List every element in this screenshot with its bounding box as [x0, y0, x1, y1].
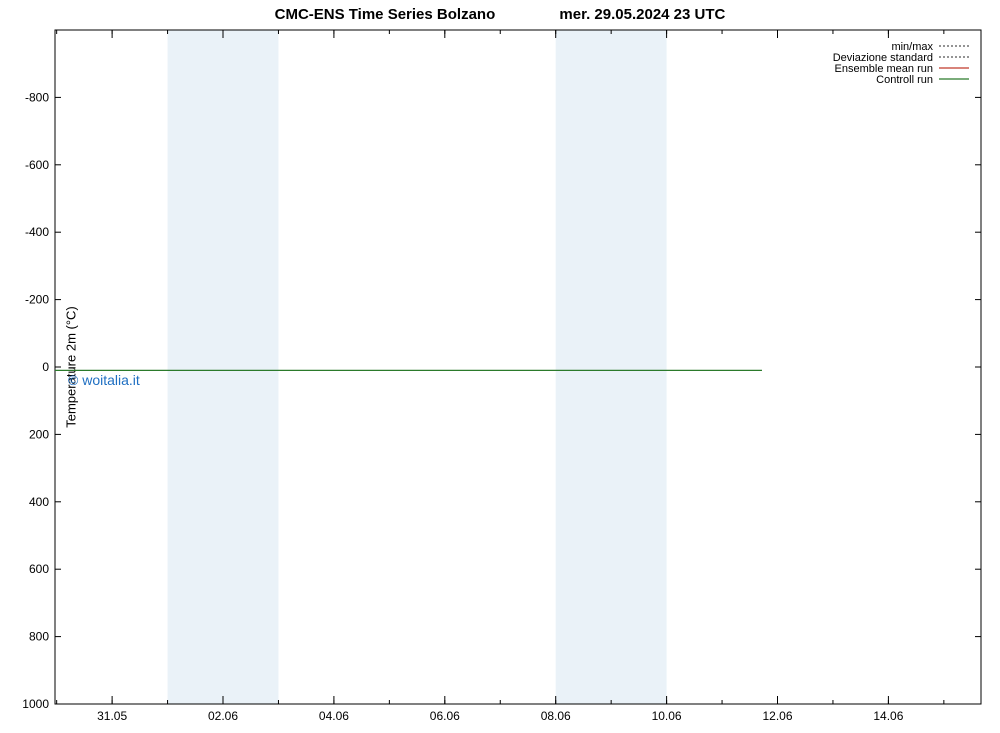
chart-container: CMC-ENS Time Series Bolzano mer. 29.05.2… [0, 0, 1000, 733]
y-tick-label: 400 [29, 495, 49, 509]
x-tick-label: 06.06 [430, 709, 460, 723]
x-tick-label: 31.05 [97, 709, 127, 723]
x-tick-label: 12.06 [762, 709, 792, 723]
legend-label: Controll run [876, 74, 933, 86]
y-tick-label: 1000 [22, 697, 49, 711]
y-tick-label: 800 [29, 630, 49, 644]
y-tick-label: 200 [29, 427, 49, 441]
x-tick-label: 04.06 [319, 709, 349, 723]
y-tick-label: 600 [29, 562, 49, 576]
y-tick-label: 0 [42, 360, 49, 374]
x-tick-label: 02.06 [208, 709, 238, 723]
y-tick-label: -200 [25, 293, 49, 307]
y-tick-label: -400 [25, 225, 49, 239]
chart-svg: -800 -600 -400 -200 0 200 400 600 800 1000 31.05 02… [0, 0, 1000, 733]
y-tick-label: -800 [25, 90, 49, 104]
weekend-band [168, 30, 279, 704]
weekend-band [556, 30, 667, 704]
x-tick-label: 08.06 [541, 709, 571, 723]
x-tick-label: 14.06 [873, 709, 903, 723]
watermark-text: © woitalia.it [68, 372, 140, 388]
x-tick-label: 10.06 [652, 709, 682, 723]
y-tick-label: -600 [25, 158, 49, 172]
